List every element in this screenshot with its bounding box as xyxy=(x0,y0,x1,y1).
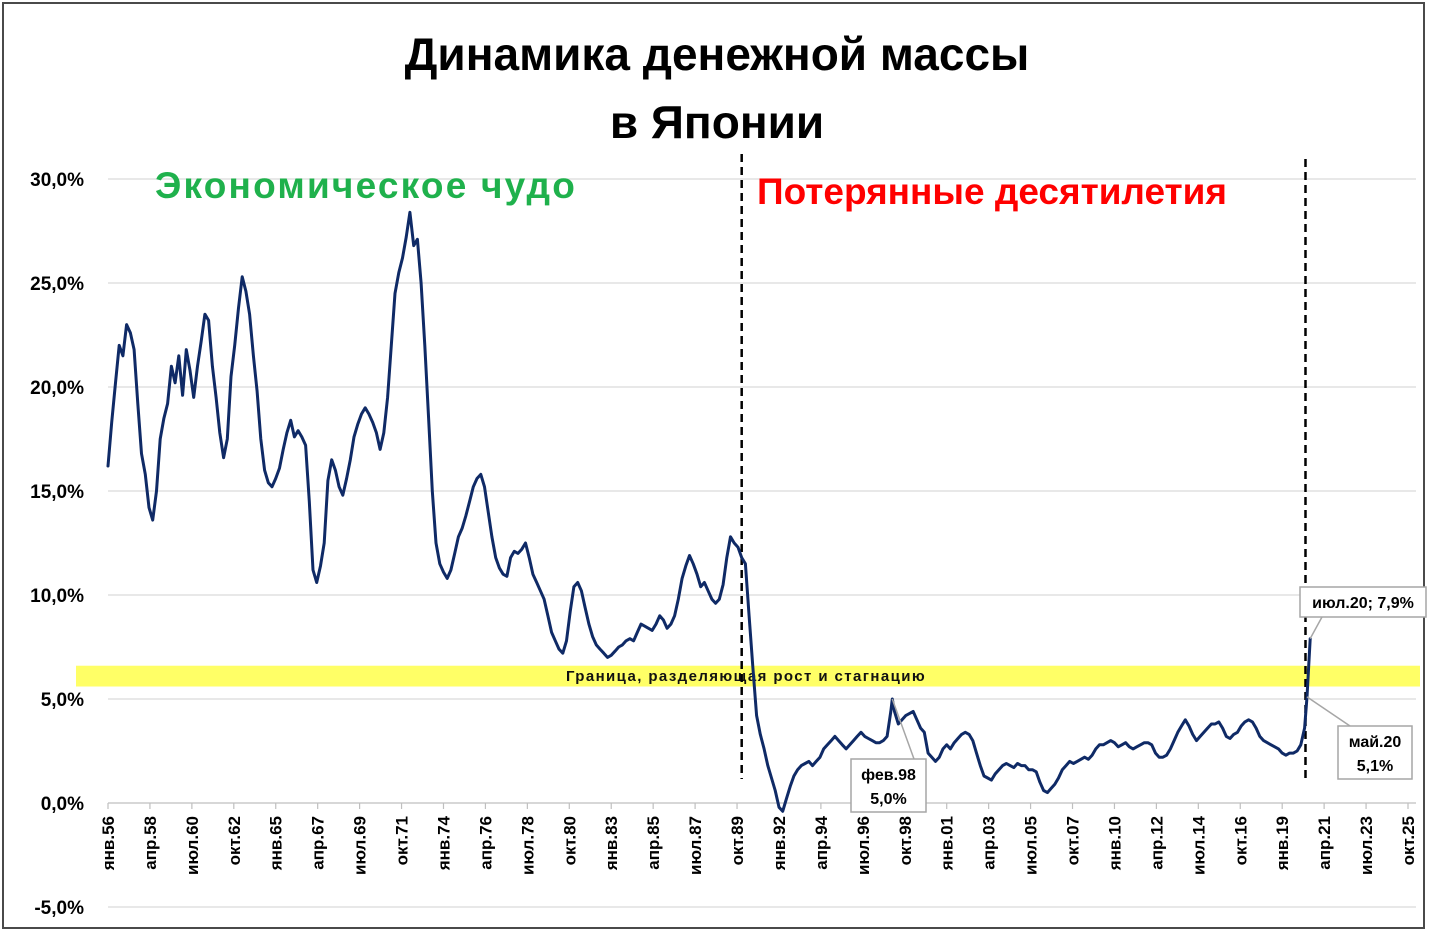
x-tick-label: апр.58 xyxy=(141,816,160,870)
x-tick-label: июл.69 xyxy=(351,816,370,875)
y-tick-label: 20,0% xyxy=(30,378,84,399)
threshold-band xyxy=(76,665,1420,687)
x-tick-label: июл.87 xyxy=(686,816,705,875)
x-tick-label: янв.01 xyxy=(938,816,957,871)
x-tick-label: июл.78 xyxy=(518,816,537,875)
x-tick-label: июл.05 xyxy=(1022,816,1041,875)
y-tick-label: 30,0% xyxy=(30,170,84,191)
x-tick-label: окт.16 xyxy=(1231,816,1250,865)
x-tick-label: окт.71 xyxy=(393,816,412,865)
y-axis-tick-labels: -5,0% 0,0% 5,0% 10,0% 15,0% 20,0% 25,0% 30,0% xyxy=(30,170,84,919)
annotation-label: 5,1% xyxy=(1357,758,1393,775)
y-tick-label: -5,0% xyxy=(34,898,84,919)
threshold-band-label: Граница, разделяющая рост и стагнацию xyxy=(566,668,926,685)
x-tick-label: янв.10 xyxy=(1105,816,1124,871)
annotation-label: май.20 xyxy=(1349,734,1402,751)
y-tick-label: 0,0% xyxy=(41,794,84,815)
section-label-economic-miracle: Экономическое чудо xyxy=(155,165,577,206)
annotation-box xyxy=(1299,586,1427,618)
annotation-leader-line xyxy=(1309,616,1323,640)
x-tick-label: июл.60 xyxy=(183,816,202,875)
y-tick-label: 25,0% xyxy=(30,274,84,295)
gridlines xyxy=(107,178,1416,908)
x-tick-label: окт.98 xyxy=(896,816,915,865)
annotation-box xyxy=(850,758,927,813)
annotation-box xyxy=(1337,725,1413,780)
section-label-lost-decades: Потерянные десятилетия xyxy=(757,171,1227,212)
x-tick-label: янв.65 xyxy=(267,816,286,871)
vertical-markers xyxy=(740,154,1307,779)
x-tick-label: июл.96 xyxy=(854,816,873,875)
x-axis-tick-labels: янв.56 апр.58 июл.60 окт.62 янв.65 апр.67 июл.… xyxy=(99,815,1418,875)
series-line xyxy=(106,210,1312,813)
x-tick-label: апр.21 xyxy=(1315,816,1334,870)
x-tick-label: янв.74 xyxy=(434,815,453,871)
money-supply-chart: Граница, разделяющая рост и стагнацию -5… xyxy=(30,28,1427,919)
x-tick-label: апр.85 xyxy=(644,816,663,870)
x-tick-label: окт.07 xyxy=(1064,816,1083,865)
annotation-leader-line xyxy=(1306,696,1351,727)
y-tick-label: 5,0% xyxy=(41,690,84,711)
x-tick-label: окт.62 xyxy=(225,816,244,865)
x-tick-label: янв.92 xyxy=(770,816,789,871)
chart-title-line-1: Динамика денежной массы xyxy=(405,28,1030,80)
x-tick-label: янв.83 xyxy=(602,816,621,871)
chart-title-line-2: в Японии xyxy=(610,96,824,148)
y-tick-label: 10,0% xyxy=(30,586,84,607)
x-tick-label: апр.12 xyxy=(1147,816,1166,870)
x-tick-label: янв.19 xyxy=(1273,816,1292,871)
y-tick-label: 15,0% xyxy=(30,482,84,503)
annotation-label: июл.20; 7,9% xyxy=(1312,595,1414,612)
x-tick-label: янв.56 xyxy=(99,816,118,871)
annotation-leader-line xyxy=(891,698,915,760)
x-tick-label: апр.67 xyxy=(309,816,328,870)
x-tick-label: июл.14 xyxy=(1189,815,1208,875)
x-tick-label: окт.89 xyxy=(728,816,747,865)
annotations: фев.98 5,0% май.20 5,1% июл.20; 7,9% xyxy=(850,586,1427,813)
x-tick-label: апр.03 xyxy=(980,816,999,870)
x-tick-label: окт.80 xyxy=(560,816,579,865)
x-tick-label: апр.94 xyxy=(812,815,831,869)
annotation-label: 5,0% xyxy=(870,791,906,808)
x-tick-label: окт.25 xyxy=(1399,816,1418,865)
annotation-label: фев.98 xyxy=(861,767,916,784)
x-tick-label: июл.23 xyxy=(1357,816,1376,875)
x-tick-label: апр.76 xyxy=(476,816,495,870)
